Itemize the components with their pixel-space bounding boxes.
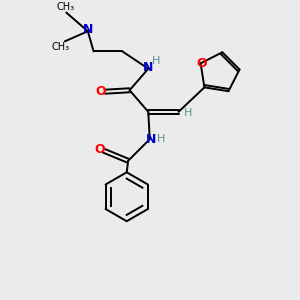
- Text: CH₃: CH₃: [57, 2, 75, 12]
- Text: N: N: [146, 133, 156, 146]
- Text: O: O: [197, 57, 207, 70]
- Text: N: N: [142, 61, 153, 74]
- Text: O: O: [95, 85, 106, 98]
- Text: N: N: [83, 23, 93, 36]
- Text: CH₃: CH₃: [52, 41, 70, 52]
- Text: H: H: [157, 134, 165, 144]
- Text: H: H: [152, 56, 160, 66]
- Text: O: O: [94, 143, 105, 156]
- Text: H: H: [184, 108, 192, 118]
